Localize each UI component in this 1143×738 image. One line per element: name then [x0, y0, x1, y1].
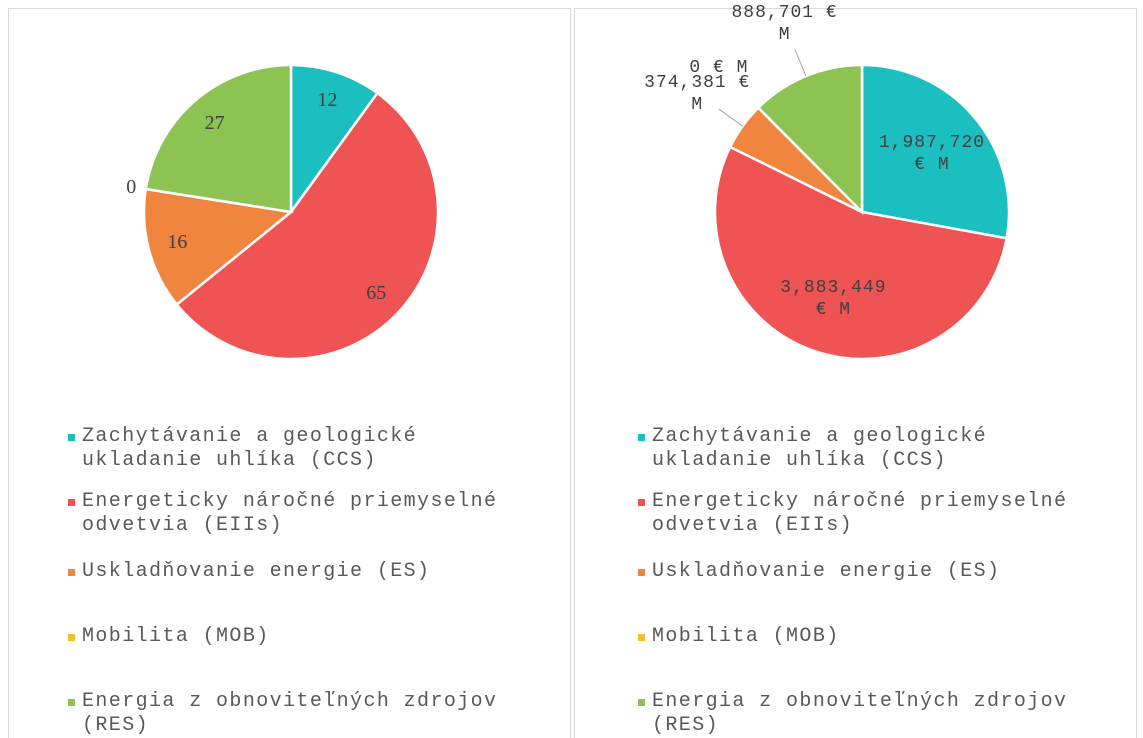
legend-swatch: [68, 699, 75, 706]
pie-slice: [713, 145, 1009, 361]
data-label: 65: [366, 281, 387, 304]
leader-line: [718, 108, 743, 127]
legend-swatch: [638, 434, 645, 441]
legend-swatch: [638, 499, 645, 506]
legend-swatch: [638, 699, 645, 706]
legend-label: Energia z obnoviteľných zdrojov (RES): [82, 690, 498, 737]
legend-swatch: [68, 499, 75, 506]
data-label: 27: [204, 111, 225, 134]
legend-swatch: [68, 569, 75, 576]
legend-swatch: [638, 569, 645, 576]
legend-label: Mobilita (MOB): [82, 625, 270, 648]
chart-panel: [8, 8, 571, 738]
legend-label: Energeticky náročné priemyselné odvetvia…: [652, 490, 1068, 537]
pie-slice: [142, 187, 294, 307]
data-label: 374,381 € M: [644, 72, 751, 115]
data-label: 0: [126, 175, 137, 198]
legend-swatch: [68, 434, 75, 441]
legend-swatch: [68, 634, 75, 641]
pie-slice: [860, 63, 1011, 240]
legend-label: Energia z obnoviteľných zdrojov (RES): [652, 690, 1068, 737]
pie-slice: [756, 63, 864, 216]
legend-label: Energeticky náročné priemyselné odvetvia…: [82, 490, 498, 537]
data-label: 0 € M: [689, 58, 749, 79]
data-label: 3,883,449 € M: [780, 277, 887, 320]
legend-label: Zachytávanie a geologické ukladanie uhlí…: [652, 425, 988, 472]
pie-slice: [289, 63, 380, 216]
data-label: 1,987,720 € M: [878, 132, 986, 175]
pie-slice: [144, 63, 293, 214]
data-label: 12: [317, 89, 338, 112]
leader-line: [794, 48, 807, 77]
chart-panel: [574, 8, 1137, 738]
pie-slice: [175, 91, 440, 361]
legend-label: Zachytávanie a geologické ukladanie uhlí…: [82, 425, 418, 472]
legend-swatch: [638, 634, 645, 641]
data-label: 888,701 € M: [731, 3, 838, 46]
legend-label: Uskladňovanie energie (ES): [652, 560, 1001, 583]
legend-label: Mobilita (MOB): [652, 625, 840, 648]
legend-label: Uskladňovanie energie (ES): [82, 560, 431, 583]
data-label: 16: [167, 231, 188, 254]
